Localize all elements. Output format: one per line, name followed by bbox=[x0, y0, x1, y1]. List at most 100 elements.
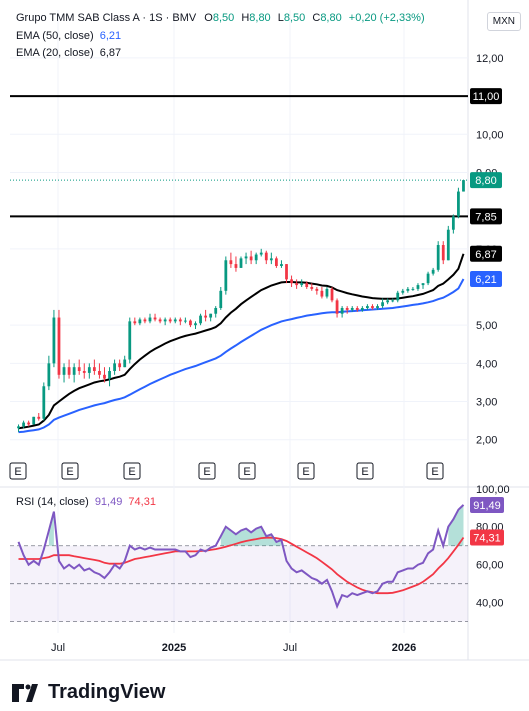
candle-body bbox=[183, 320, 187, 322]
candle-body bbox=[189, 320, 192, 326]
price-tick-label: 4,00 bbox=[476, 358, 497, 370]
time-tick-label: Jul bbox=[51, 642, 65, 654]
earnings-marker[interactable]: E bbox=[9, 462, 27, 480]
candle-body bbox=[17, 426, 20, 429]
earnings-marker-box bbox=[198, 462, 216, 480]
ema20-value: 6,87 bbox=[99, 47, 122, 59]
rsi-overbought-fill bbox=[220, 526, 282, 546]
price-tick-label: 12,00 bbox=[476, 53, 504, 65]
time-tick-label: 2025 bbox=[162, 642, 186, 654]
earnings-marker-box bbox=[123, 462, 141, 480]
symbol-name[interactable]: Grupo TMM SAB Class A bbox=[16, 12, 140, 24]
candle-body bbox=[451, 216, 455, 230]
ema20-line bbox=[18, 253, 465, 430]
earnings-marker[interactable]: E bbox=[198, 462, 216, 480]
candle-body bbox=[98, 371, 101, 375]
earnings-marker[interactable]: E bbox=[356, 462, 374, 480]
earnings-marker-label: E bbox=[361, 466, 368, 478]
ema50-legend[interactable]: EMA (50, close) 6,21 bbox=[16, 30, 122, 42]
candle-body bbox=[371, 306, 374, 308]
candle-body bbox=[47, 363, 51, 387]
ema20-legend[interactable]: EMA (20, close) 6,87 bbox=[16, 47, 122, 59]
earnings-marker-box bbox=[356, 462, 374, 480]
earnings-marker-box bbox=[238, 462, 256, 480]
candle-body bbox=[22, 422, 25, 427]
candle-body bbox=[441, 245, 445, 261]
candle-body bbox=[113, 363, 116, 371]
last-price-label-bg bbox=[470, 172, 502, 189]
currency-button[interactable]: MXN bbox=[486, 12, 521, 31]
earnings-marker[interactable]: E bbox=[123, 462, 141, 480]
candle-body bbox=[57, 317, 61, 375]
price-tick-label: 3,00 bbox=[476, 397, 497, 409]
candle-body bbox=[239, 258, 243, 268]
symbol-legend: Grupo TMM SAB Class A · 1S · BMV O8,50 H… bbox=[16, 12, 425, 24]
ema20-price-label-bg bbox=[470, 245, 502, 262]
earnings-marker-label: E bbox=[203, 466, 210, 478]
rsi-line bbox=[17, 504, 465, 610]
ema50-price-label: 6,21 bbox=[475, 274, 496, 286]
close-value: 8,80 bbox=[320, 12, 342, 24]
horizontal-line-label: 11,00 bbox=[473, 91, 500, 103]
candle-body bbox=[406, 288, 410, 291]
candle-body bbox=[234, 264, 238, 268]
candle-body bbox=[376, 306, 379, 308]
candle-body bbox=[87, 367, 91, 373]
candle-body bbox=[416, 285, 420, 289]
candle-body bbox=[37, 416, 41, 419]
candle-body bbox=[52, 317, 56, 364]
interval: 1S bbox=[149, 12, 163, 24]
candle-body bbox=[219, 290, 223, 308]
candle-body bbox=[315, 288, 319, 291]
candle-body bbox=[436, 245, 440, 270]
candle-body bbox=[158, 319, 162, 322]
earnings-marker[interactable]: E bbox=[426, 462, 444, 480]
candle-body bbox=[391, 300, 395, 302]
change-value: +0,20 (+2,33%) bbox=[348, 12, 425, 24]
tradingview-logo[interactable]: TradingView bbox=[12, 681, 165, 704]
earnings-marker[interactable]: E bbox=[238, 462, 256, 480]
earnings-marker-label: E bbox=[431, 466, 438, 478]
candle-body bbox=[275, 258, 278, 266]
candle-body bbox=[168, 319, 172, 322]
time-tick-label: 2026 bbox=[392, 642, 416, 654]
earnings-marker-label: E bbox=[66, 466, 73, 478]
candle-body bbox=[280, 264, 283, 266]
candle-body bbox=[431, 269, 435, 274]
candle-body bbox=[446, 229, 450, 261]
time-tick-label: Jul bbox=[283, 642, 297, 654]
ema50-price-label-bg bbox=[470, 270, 502, 287]
rsi-ma-value-label-bg bbox=[470, 529, 504, 546]
candle-body bbox=[92, 367, 96, 371]
ema50-value: 6,21 bbox=[99, 30, 122, 42]
candle-body bbox=[42, 386, 46, 419]
earnings-marker-label: E bbox=[128, 466, 135, 478]
price-axis[interactable]: 12,0010,009,007,005,004,003,002,0011,007… bbox=[470, 53, 510, 610]
candle-body bbox=[254, 254, 258, 261]
candle-body bbox=[355, 308, 359, 310]
time-axis[interactable]: Jul 2025 Jul 2026 bbox=[51, 642, 416, 654]
rsi-tick-label: 60,00 bbox=[476, 560, 504, 572]
candle-body bbox=[300, 283, 304, 286]
rsi-legend[interactable]: RSI (14, close) 91,49 74,31 bbox=[16, 496, 156, 508]
candle-body bbox=[462, 180, 465, 192]
candle-body bbox=[360, 308, 364, 310]
candle-body bbox=[82, 371, 86, 373]
candle-body bbox=[269, 258, 273, 261]
exchange: BMV bbox=[172, 12, 197, 24]
candle-body bbox=[72, 367, 76, 375]
earnings-marker-label: E bbox=[14, 466, 21, 478]
earnings-marker[interactable]: E bbox=[297, 462, 315, 480]
earnings-marker-label: E bbox=[243, 466, 250, 478]
candle-body bbox=[128, 321, 132, 360]
rsi-value-label: 91,49 bbox=[473, 500, 501, 512]
candle-body bbox=[264, 252, 268, 261]
rsi-pane[interactable] bbox=[10, 504, 468, 623]
earnings-marker[interactable]: E bbox=[61, 462, 79, 480]
candle-body bbox=[67, 367, 71, 375]
candle-body bbox=[310, 287, 314, 289]
candle-body bbox=[199, 315, 202, 324]
earnings-marker-box bbox=[426, 462, 444, 480]
